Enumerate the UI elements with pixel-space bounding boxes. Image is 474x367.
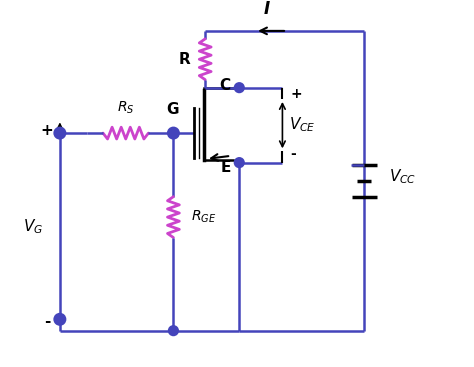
Text: $V_G$: $V_G$: [23, 217, 43, 236]
Circle shape: [55, 314, 65, 325]
Circle shape: [55, 128, 65, 138]
Text: -: -: [44, 314, 50, 329]
Text: $R_S$: $R_S$: [117, 99, 135, 116]
Circle shape: [235, 83, 244, 92]
Text: $V_{CC}$: $V_{CC}$: [389, 167, 417, 186]
Text: $R_{GE}$: $R_{GE}$: [191, 209, 216, 225]
Text: +: +: [291, 87, 302, 102]
Circle shape: [169, 326, 178, 335]
Text: G: G: [166, 102, 179, 117]
Text: C: C: [219, 78, 230, 93]
Text: E: E: [220, 160, 231, 175]
Text: +: +: [41, 123, 54, 138]
Circle shape: [168, 128, 179, 138]
Circle shape: [235, 158, 244, 167]
Text: $V_{CE}$: $V_{CE}$: [289, 116, 316, 134]
Text: R: R: [179, 52, 191, 67]
Text: I: I: [264, 0, 270, 18]
Text: -: -: [291, 146, 296, 160]
